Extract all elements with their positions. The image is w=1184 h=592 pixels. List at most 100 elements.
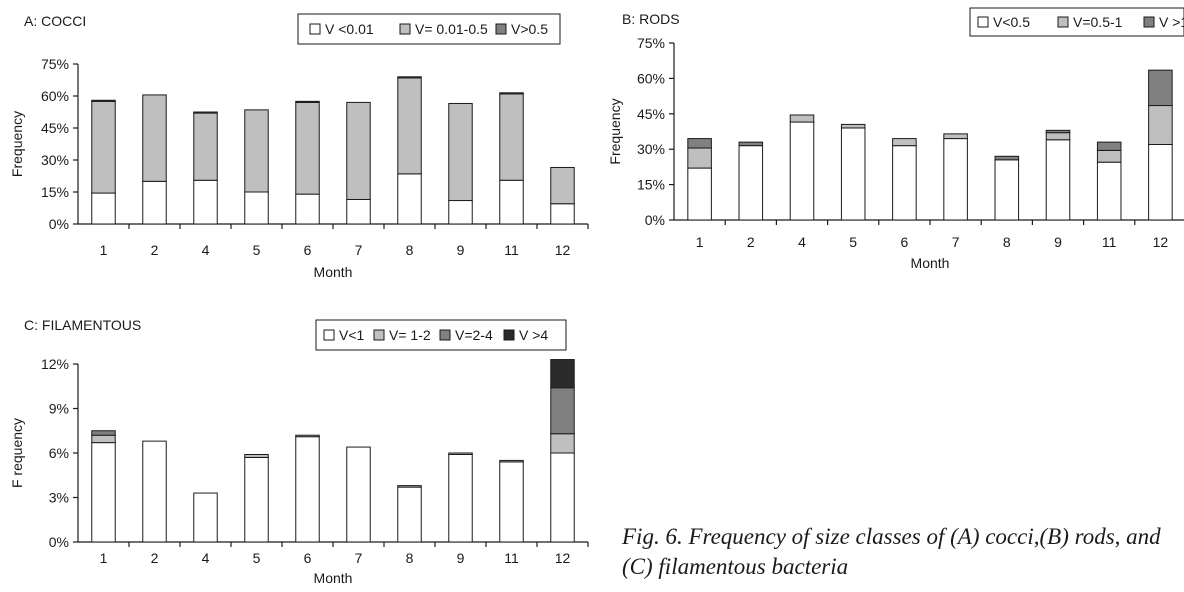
bar-segment: [397, 173, 422, 225]
legend: V <0.01 V= 0.01-0.5 V>0.5: [297, 13, 561, 45]
x-tick-label: 6: [304, 550, 312, 566]
y-tick-label: 15%: [41, 184, 69, 200]
legend-swatch: [373, 329, 385, 341]
legend-swatch: [323, 329, 335, 341]
legend-swatch: [309, 23, 321, 35]
chart-panel-cocci: A: COCCI 0% 15% 30% 45% 60% 75% Frequency 1 2 4 5 6 7…: [0, 0, 592, 290]
bar-segment: [295, 193, 320, 225]
x-tick-label: 6: [901, 234, 909, 250]
y-axis-label: F requency: [9, 418, 25, 488]
legend-swatch: [503, 329, 515, 341]
bar-segment: [244, 453, 269, 458]
bar-segment: [738, 141, 764, 147]
panel-title: B: RODS: [622, 11, 680, 27]
legend-swatch: [1143, 16, 1155, 28]
bar-segment: [91, 192, 116, 225]
y-tick-label: 30%: [41, 152, 69, 168]
bar-segment: [499, 179, 524, 225]
x-tick-label: 5: [849, 234, 857, 250]
x-tick-label: 12: [555, 242, 571, 258]
x-tick-label: 7: [355, 242, 363, 258]
x-axis-label: Month: [314, 570, 353, 586]
y-tick-label: 60%: [637, 70, 665, 86]
x-tick-label: 9: [1054, 234, 1062, 250]
bar-segment: [448, 200, 473, 225]
bar-segment: [1045, 129, 1071, 134]
bar-segment: [91, 430, 116, 436]
legend-label: V=2-4: [455, 327, 493, 343]
y-tick-label: 30%: [637, 141, 665, 157]
bar-segment: [550, 359, 575, 389]
bar-segment: [142, 180, 167, 225]
y-tick-label: 0%: [49, 534, 69, 550]
bar-segment: [1096, 149, 1122, 163]
legend-label: V= 1-2: [389, 327, 431, 343]
bar-segment: [193, 179, 218, 225]
bar-segment: [346, 446, 371, 543]
bar-segment: [1045, 139, 1071, 221]
bar-segment: [91, 442, 116, 543]
y-axis-label: Frequency: [9, 111, 25, 177]
x-axis-label: Month: [911, 255, 950, 271]
bar-segment: [397, 485, 422, 488]
bar-segment: [91, 100, 116, 194]
bar-segment: [193, 492, 218, 543]
bar-segment: [91, 434, 116, 444]
legend-swatch: [439, 329, 451, 341]
legend: V<0.5 V=0.5-1 V >1: [969, 7, 1184, 37]
bar-segment: [738, 145, 764, 221]
bar-segment: [1096, 161, 1122, 221]
x-tick-label: 7: [952, 234, 960, 250]
bar-segment: [1096, 141, 1122, 151]
y-axis-label: Frequency: [607, 98, 623, 164]
legend-label: V= 0.01-0.5: [415, 21, 488, 37]
x-tick-label: 11: [1102, 234, 1117, 250]
bar-segment: [1148, 105, 1173, 145]
bar-segment: [994, 159, 1020, 221]
bar-segment: [840, 123, 866, 129]
x-tick-label: 9: [457, 550, 465, 566]
bar-segment: [1148, 143, 1173, 221]
bar-segment: [687, 147, 712, 169]
bar-segment: [448, 102, 473, 202]
x-tick-label: 6: [304, 242, 312, 258]
legend-label: V<1: [339, 327, 365, 343]
bar-segment: [943, 133, 968, 140]
y-tick-label: 75%: [41, 56, 69, 72]
x-tick-label: 5: [253, 550, 261, 566]
bar-segment: [397, 76, 422, 79]
y-tick-label: 45%: [637, 106, 665, 122]
bar-segment: [295, 101, 320, 195]
x-tick-label: 12: [555, 550, 571, 566]
bar-segment: [550, 433, 575, 454]
x-tick-label: 4: [202, 550, 210, 566]
x-tick-label: 8: [406, 550, 414, 566]
x-tick-label: 1: [100, 242, 108, 258]
bar-segment: [550, 166, 575, 205]
bar-segment: [295, 434, 320, 438]
bar-segment: [244, 456, 269, 543]
legend-label: V>0.5: [511, 21, 548, 37]
bar-segment: [397, 77, 422, 175]
bar-segment: [789, 114, 815, 123]
bar-segment: [244, 109, 269, 193]
y-tick-label: 0%: [645, 212, 665, 228]
x-tick-label: 11: [504, 242, 519, 258]
bar-segment: [448, 452, 473, 455]
legend-label: V<0.5: [993, 14, 1030, 30]
legend-label: V >1: [1159, 14, 1184, 30]
y-tick-label: 12%: [41, 356, 69, 372]
legend-label: V >4: [519, 327, 548, 343]
x-tick-label: 4: [202, 242, 210, 258]
legend-box: [297, 13, 561, 45]
y-tick-label: 75%: [637, 35, 665, 51]
x-tick-label: 2: [747, 234, 755, 250]
bar-segment: [499, 461, 524, 543]
x-tick-label: 9: [457, 242, 465, 258]
bar-segment: [448, 453, 473, 543]
y-tick-label: 9%: [49, 401, 69, 417]
x-tick-label: 12: [1153, 234, 1169, 250]
